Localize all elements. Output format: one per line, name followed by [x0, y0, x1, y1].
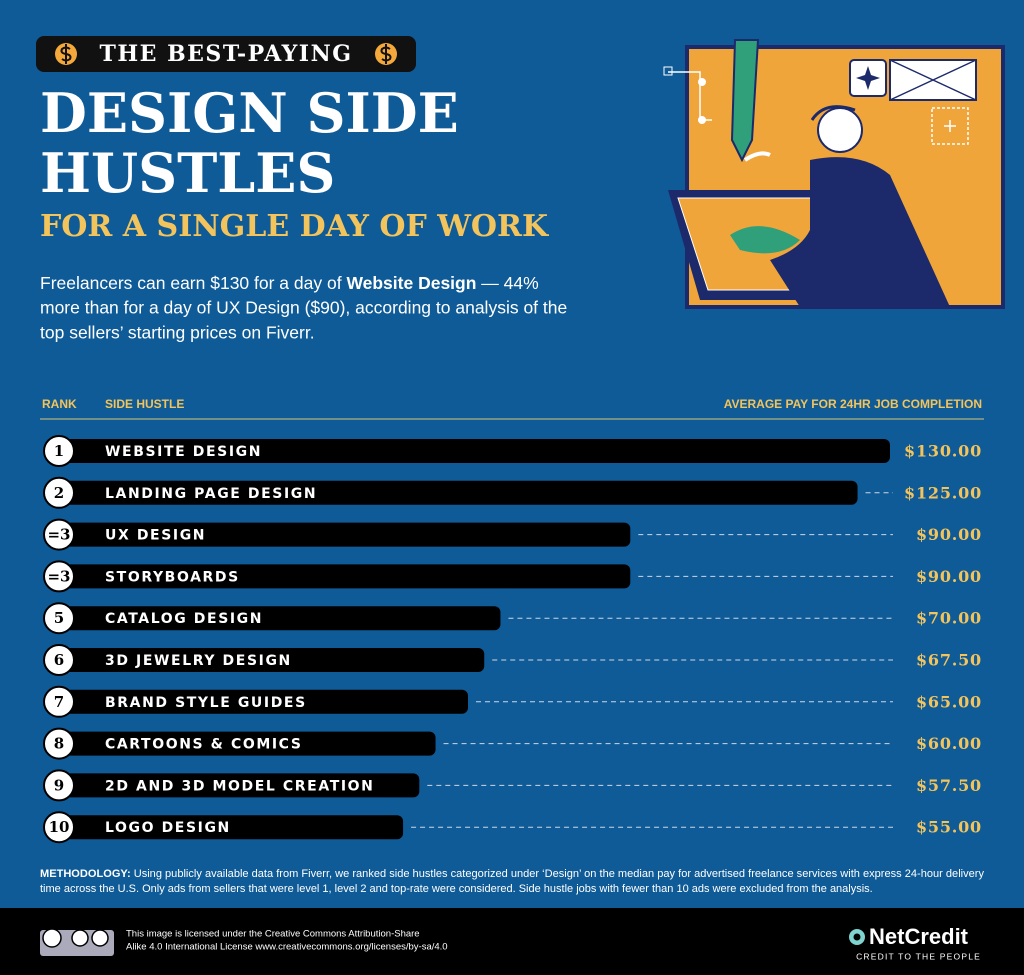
logo: NetCredit — [869, 924, 969, 949]
value-label: $60.00 — [916, 734, 982, 753]
methodology: time across the U.S. Only ads from selle… — [40, 883, 873, 895]
rank-badge — [43, 476, 75, 509]
badge — [36, 36, 416, 72]
dollar-icon — [55, 43, 77, 65]
cc-icon — [40, 928, 114, 956]
rank: 8 — [54, 735, 64, 753]
rank: 7 — [54, 693, 64, 711]
description: Freelancers can earn $130 for a day of W… — [40, 273, 539, 293]
subtitle: FOR A SINGLE DAY OF WORK — [40, 209, 549, 244]
methodology-label: METHODOLOGY: — [40, 868, 131, 880]
value-label: $125.00 — [904, 483, 982, 502]
description: more than for a day of UX Design ($90), … — [40, 298, 567, 318]
rank: 10 — [49, 818, 70, 836]
rank-badge — [43, 518, 75, 551]
bar — [46, 606, 501, 631]
rank-badge — [43, 685, 75, 718]
column-header: AVERAGE PAY FOR 24HR JOB COMPLETION — [724, 397, 982, 411]
description: top sellers’ starting prices on Fiverr. — [40, 323, 315, 343]
bar — [46, 480, 858, 505]
value-label: $130.00 — [904, 442, 982, 461]
column-header: RANK — [42, 397, 77, 411]
rank-badge — [43, 727, 75, 760]
title: HUSTLES — [40, 141, 335, 205]
bar — [46, 439, 890, 463]
rank: 1 — [54, 442, 64, 460]
license: This image is licensed under the Creativ… — [126, 929, 420, 940]
rank-badge — [43, 811, 75, 844]
bar — [46, 648, 485, 672]
rank-badge — [43, 435, 75, 467]
value-label: $70.00 — [916, 609, 982, 628]
rank-badge — [43, 602, 75, 635]
bar — [46, 689, 468, 714]
category-label: CARTOONS & COMICS — [105, 737, 303, 753]
logo-mark — [853, 933, 861, 941]
rank: 5 — [54, 609, 64, 627]
tagline: CREDIT TO THE PEOPLE — [856, 951, 981, 961]
category-label: UX DESIGN — [105, 528, 206, 544]
methodology-text: Using publicly available data from Fiver… — [131, 868, 985, 880]
category-label: LOGO DESIGN — [105, 820, 231, 836]
category-label: BRAND STYLE GUIDES — [105, 695, 307, 711]
category-label: 2D AND 3D MODEL CREATION — [105, 778, 374, 794]
rank: =3 — [47, 567, 70, 585]
value-label: $55.00 — [916, 818, 982, 837]
description-text: Freelancers can earn $130 for a day of — [40, 273, 346, 293]
rank: 9 — [54, 776, 64, 794]
bar — [46, 564, 631, 589]
license: Alike 4.0 International License www.crea… — [126, 942, 448, 953]
illustration — [663, 39, 1005, 309]
value-label: $67.50 — [916, 651, 982, 670]
column-header: SIDE HUSTLE — [105, 397, 184, 411]
category-label: 3D JEWELRY DESIGN — [105, 653, 292, 669]
bar — [46, 731, 436, 756]
value-label: $90.00 — [916, 525, 982, 544]
category-label: WEBSITE DESIGN — [105, 444, 262, 460]
bar — [46, 522, 631, 547]
bar — [46, 815, 404, 840]
value-label: $65.00 — [916, 692, 982, 711]
category-label: LANDING PAGE DESIGN — [105, 486, 317, 502]
rank: 6 — [54, 651, 64, 669]
category-label: CATALOG DESIGN — [105, 611, 263, 627]
chart: 1 WEBSITE DESIGN $130.00 2 LANDING PAGE DESI… — [43, 435, 982, 844]
badge-text: THE BEST-PAYING — [99, 41, 352, 67]
rank-badge — [43, 560, 75, 593]
rank: =3 — [47, 526, 70, 544]
rank: 2 — [54, 484, 64, 502]
title: DESIGN SIDE — [40, 81, 459, 145]
description-text: — 44% — [476, 273, 538, 293]
bar — [46, 773, 420, 798]
methodology: METHODOLOGY: Using publicly available da… — [40, 868, 984, 880]
category-label: STORYBOARDS — [105, 569, 240, 585]
value-label: $57.50 — [916, 776, 982, 795]
rank-badge — [43, 769, 75, 802]
value-label: $90.00 — [916, 567, 982, 586]
rank-badge — [43, 644, 75, 676]
dollar-icon — [375, 43, 397, 65]
description-bold: Website Design — [346, 273, 476, 293]
